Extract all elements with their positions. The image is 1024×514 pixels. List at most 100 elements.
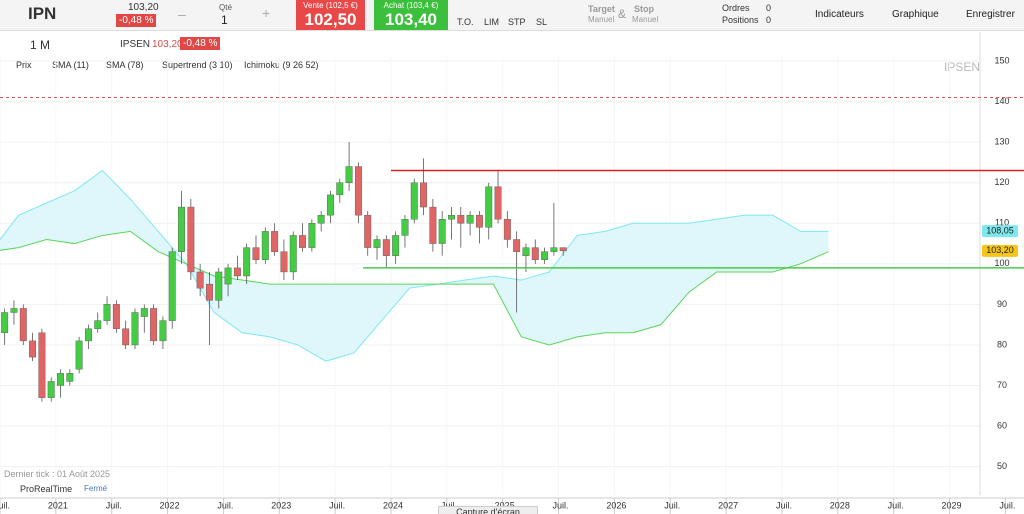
x-tick-label: Juil. bbox=[0, 500, 10, 510]
candle-body bbox=[112, 304, 120, 329]
stop-mode: Manuel bbox=[632, 15, 659, 24]
x-tick-label: 2025 bbox=[495, 500, 515, 510]
price-label: 108,05 bbox=[986, 226, 1014, 236]
plus[interactable]: + bbox=[262, 5, 271, 21]
candle-body bbox=[196, 271, 204, 289]
candle-body bbox=[466, 214, 474, 224]
candle-body bbox=[475, 214, 483, 228]
candle-body bbox=[364, 214, 372, 248]
candle-body bbox=[131, 312, 139, 346]
price-label-box bbox=[982, 225, 1018, 238]
last-tick: Dernier tick : 01 Août 2025 bbox=[4, 469, 111, 479]
qty-label: Qté bbox=[219, 3, 232, 12]
watermark: IPSEN bbox=[944, 60, 980, 74]
candle-body bbox=[522, 247, 530, 256]
candle-body bbox=[336, 182, 344, 196]
orders-label: Ordres bbox=[722, 3, 750, 13]
candle-body bbox=[47, 381, 55, 398]
stop[interactable]: Stop bbox=[634, 4, 654, 14]
x-tick-label: 2026 bbox=[606, 500, 626, 510]
candle-body bbox=[317, 214, 325, 224]
candle-body bbox=[261, 231, 269, 260]
x-tick-label: Juil. bbox=[888, 500, 904, 510]
y-tick-label: 90 bbox=[997, 299, 1007, 309]
y-tick-label: 120 bbox=[994, 177, 1009, 187]
candle-body bbox=[513, 239, 521, 252]
legend-item[interactable]: SMA (11) bbox=[52, 60, 89, 70]
candle-body bbox=[103, 304, 111, 321]
price-label: 103,20 bbox=[986, 245, 1014, 255]
order-type[interactable]: SL bbox=[536, 17, 548, 27]
x-tick-label: Juil. bbox=[776, 500, 792, 510]
candle-body bbox=[94, 320, 102, 329]
x-tick-label: 2021 bbox=[48, 500, 68, 510]
x-tick-label: Juil. bbox=[329, 500, 345, 510]
indicators-button[interactable]: Indicateurs bbox=[815, 9, 864, 20]
legend-item[interactable]: SMA (78) bbox=[106, 60, 144, 70]
candle-body bbox=[448, 214, 455, 220]
chart-change: -0,48 % bbox=[180, 37, 221, 50]
x-tick-label: 2027 bbox=[718, 500, 738, 510]
order-type[interactable]: STP bbox=[508, 17, 526, 27]
x-tick-label: 2029 bbox=[942, 500, 962, 510]
legend-item[interactable]: Supertrend (3 10) bbox=[162, 60, 233, 70]
y-tick-label: 130 bbox=[994, 137, 1009, 147]
plot bbox=[0, 57, 980, 495]
period[interactable]: 1 M bbox=[30, 38, 51, 52]
y-tick-label: 50 bbox=[997, 461, 1007, 471]
positions-label: Positions bbox=[722, 15, 759, 25]
symbol[interactable]: IPN bbox=[28, 4, 57, 23]
amp: & bbox=[618, 7, 627, 21]
market-status: Fermé bbox=[84, 484, 108, 493]
candle-body bbox=[559, 247, 567, 252]
y-tick-label: 110 bbox=[995, 218, 1009, 228]
candle-body bbox=[150, 308, 158, 342]
save-button[interactable]: Enregistrer bbox=[966, 9, 1015, 20]
candle-body bbox=[178, 206, 185, 252]
candle-body bbox=[168, 251, 176, 321]
candle-body bbox=[140, 308, 148, 317]
buy-price: 103,40 bbox=[385, 10, 437, 29]
legend-item[interactable]: Prix bbox=[16, 60, 32, 70]
candle-body bbox=[252, 247, 260, 260]
x-tick-label: Juil. bbox=[441, 500, 457, 510]
candle-body bbox=[159, 320, 167, 342]
x-tick-label: 2023 bbox=[271, 500, 291, 510]
target[interactable]: Target bbox=[588, 4, 615, 14]
order-type[interactable]: LIM bbox=[484, 17, 500, 27]
candle-body bbox=[84, 328, 92, 342]
capture-button[interactable]: Capture d'écran bbox=[438, 506, 538, 514]
candle-body bbox=[382, 239, 390, 256]
candle-body bbox=[354, 166, 362, 216]
candle-body bbox=[75, 340, 83, 370]
x-tick-label: Juil. bbox=[106, 500, 122, 510]
candle-body bbox=[233, 267, 241, 277]
candle-body bbox=[392, 235, 400, 256]
chart-last: 103,20 bbox=[152, 39, 183, 50]
x-tick-label: Juil. bbox=[999, 500, 1015, 510]
sell-label: Vente (102,5 €) bbox=[303, 1, 358, 10]
cloud-upper bbox=[0, 169, 829, 362]
buy-button[interactable]: Achat (103,4 €) 103,40 bbox=[374, 0, 448, 30]
chart-button[interactable]: Graphique bbox=[892, 9, 939, 20]
sell-price: 102,50 bbox=[304, 10, 357, 29]
y-tick-label: 100 bbox=[994, 258, 1009, 268]
x-tick-label: Juil. bbox=[553, 500, 569, 510]
buy-label: Achat (103,4 €) bbox=[383, 1, 439, 10]
candle-body bbox=[187, 206, 195, 273]
last-price: 103,20 bbox=[128, 2, 159, 13]
top-toolbar: IPN 103,20 -0,48 % Qté 1 – + Vente (102,… bbox=[0, 0, 1024, 31]
candle-body bbox=[457, 214, 465, 224]
candle-body bbox=[224, 267, 232, 285]
target-mode: Manuel bbox=[588, 15, 615, 24]
candle-body bbox=[29, 340, 37, 358]
order-type[interactable]: T.O. bbox=[457, 17, 474, 27]
x-tick-label: Juil. bbox=[664, 500, 680, 510]
sell-button[interactable]: Vente (102,5 €) 102,50 bbox=[296, 0, 365, 30]
minus[interactable]: – bbox=[178, 6, 186, 22]
x-tick-label: 2028 bbox=[830, 500, 850, 510]
qty[interactable]: 1 bbox=[221, 13, 228, 27]
legend-item[interactable]: Ichimoku (9 26 52) bbox=[244, 60, 319, 70]
y-tick-label: 70 bbox=[997, 380, 1007, 390]
